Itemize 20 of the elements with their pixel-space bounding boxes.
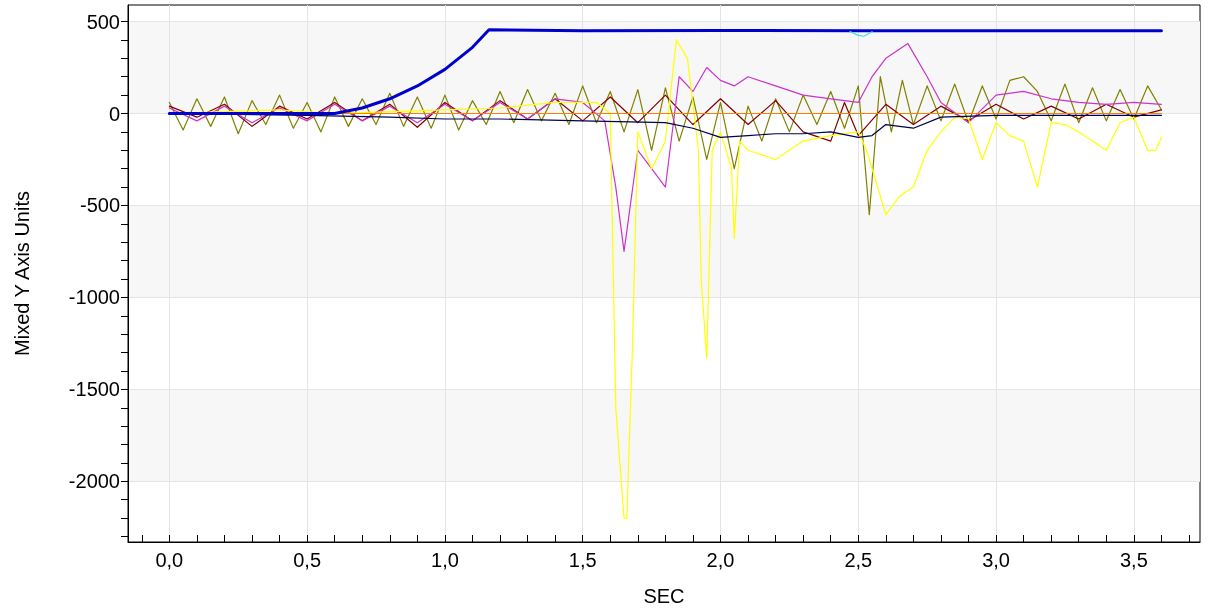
line-series [167,28,1163,115]
x-tick-label: 1,5 [568,549,597,571]
line-series [168,76,1163,216]
x-tick-label: 1,0 [431,549,459,571]
line-series [168,43,1163,253]
x-tick-label: 3,5 [1119,549,1148,571]
line-series [168,94,1163,142]
y-axis-title: Mixed Y Axis Units [11,191,33,356]
x-tick-label: 2,5 [844,549,873,571]
x-tick-label: 0,5 [293,549,322,571]
y-tick-label: -1500 [68,378,120,401]
x-tick-label: 3,0 [982,549,1010,571]
x-tick-label: 0,0 [155,549,184,571]
y-tick-label: -500 [79,194,120,217]
x-axis-title: SEC [643,585,685,607]
y-tick-label: 500 [86,10,120,33]
x-tick-label: 2,0 [706,549,735,571]
y-tick-label: 0 [108,102,120,125]
y-tick-label: -2000 [68,470,120,493]
y-tick-label: -1000 [68,286,120,309]
